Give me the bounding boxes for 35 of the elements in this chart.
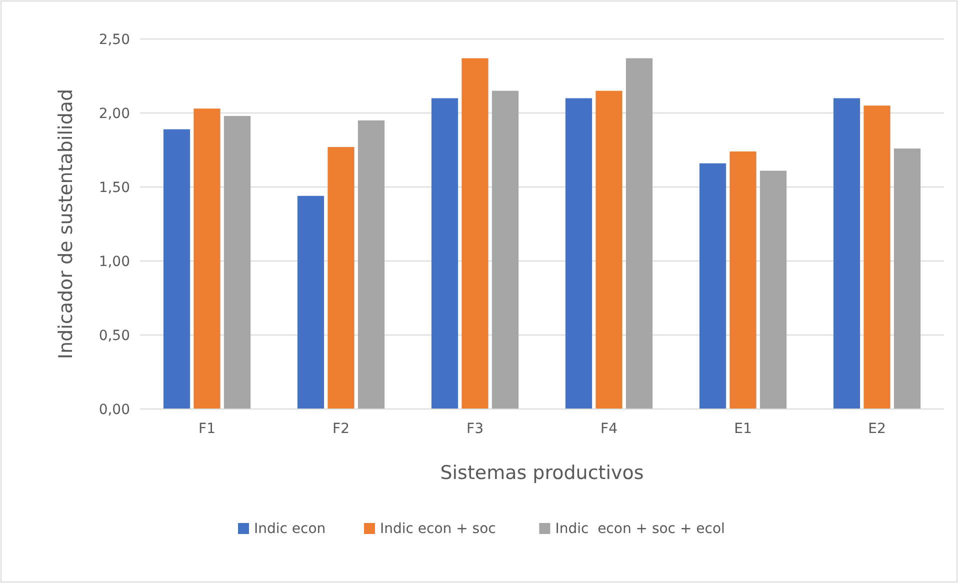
x-tick-label: F2 — [332, 421, 350, 437]
bar — [163, 129, 190, 409]
y-tick-label: 2,50 — [98, 32, 130, 48]
bar — [194, 108, 220, 409]
bar — [864, 106, 890, 409]
bar — [730, 151, 756, 409]
x-tick-label: F3 — [466, 421, 484, 437]
bar — [328, 147, 354, 409]
bar — [894, 148, 921, 409]
x-tick-label: F4 — [600, 421, 618, 437]
y-tick-label: 0,00 — [98, 402, 130, 418]
y-tick-label: 1,50 — [98, 180, 130, 196]
bar — [760, 170, 787, 409]
x-tick-label: E1 — [734, 421, 752, 437]
bar — [297, 196, 324, 409]
bar — [462, 58, 488, 409]
legend-label: Indic econ — [254, 520, 326, 537]
legend-label: Indic econ + soc — [380, 520, 496, 537]
x-tick-label: F1 — [198, 421, 216, 437]
y-axis-title: Indicador de sustentabilidad — [55, 88, 77, 360]
y-tick-label: 1,00 — [98, 254, 130, 270]
bar — [431, 98, 458, 409]
bar — [492, 90, 519, 409]
bar — [626, 58, 653, 409]
bar — [699, 163, 726, 409]
legend-label: Indic econ + soc + ecol — [555, 520, 725, 537]
bar — [596, 90, 622, 409]
x-axis-title: Sistemas productivos — [440, 462, 644, 484]
x-tick-label: E2 — [868, 421, 886, 437]
bar — [565, 98, 592, 409]
bar — [833, 98, 860, 409]
bar — [224, 116, 251, 409]
bar — [358, 120, 385, 409]
y-tick-label: 2,00 — [98, 106, 130, 122]
y-tick-label: 0,50 — [98, 328, 130, 344]
